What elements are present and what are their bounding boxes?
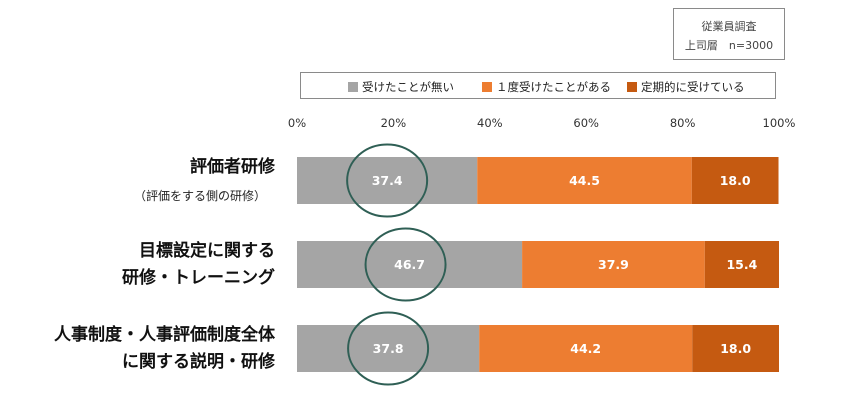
x-tick-label: 80%	[670, 116, 696, 130]
data-label: 37.9	[598, 257, 629, 272]
x-tick-label: 100%	[763, 116, 796, 130]
x-tick-label: 40%	[477, 116, 503, 130]
highlight-circle	[347, 311, 430, 386]
survey-info-box: 従業員調査 上司層 n=3000	[673, 8, 785, 60]
data-label: 15.4	[726, 257, 757, 272]
survey-title: 従業員調査	[701, 20, 757, 33]
legend-item-once: １度受けたことがある	[482, 79, 611, 95]
bar-segment	[477, 157, 692, 204]
bar-segment	[479, 325, 693, 372]
bar-segment	[692, 325, 779, 372]
bar-segment	[522, 241, 705, 288]
x-tick-label: 20%	[381, 116, 407, 130]
legend-label: 受けたことが無い	[362, 80, 454, 94]
highlight-circle	[346, 143, 429, 218]
category-label: 目標設定に関する	[139, 240, 275, 261]
bar-segment	[297, 241, 523, 288]
data-label: 37.8	[373, 341, 404, 356]
legend-item-none: 受けたことが無い	[348, 79, 454, 95]
chart-legend: 受けたことが無い １度受けたことがある 定期的に受けている	[300, 72, 776, 99]
category-label: 人事制度・人事評価制度全体	[54, 324, 276, 345]
category-sublabel: （評価をする側の研修）	[134, 188, 266, 203]
highlight-circle	[364, 227, 447, 302]
bar-segment	[691, 157, 779, 204]
x-tick-label: 0%	[288, 116, 306, 130]
survey-sample: 上司層 n=3000	[684, 39, 774, 52]
legend-label: １度受けたことがある	[496, 80, 611, 94]
data-label: 46.7	[394, 257, 425, 272]
bar-segment	[297, 157, 478, 204]
data-label: 18.0	[720, 173, 751, 188]
bar-segment	[704, 241, 779, 288]
bar-segment	[297, 325, 480, 372]
data-label: 44.5	[569, 173, 600, 188]
legend-swatch	[627, 82, 637, 92]
legend-item-regular: 定期的に受けている	[627, 79, 745, 95]
legend-swatch	[348, 82, 358, 92]
data-label: 37.4	[372, 173, 403, 188]
legend-swatch	[482, 82, 492, 92]
category-label: 評価者研修	[190, 156, 276, 177]
category-label: 研修・トレーニング	[122, 267, 275, 288]
data-label: 44.2	[570, 341, 601, 356]
x-tick-label: 60%	[573, 116, 599, 130]
data-label: 18.0	[720, 341, 751, 356]
category-label: に関する説明・研修	[122, 351, 276, 372]
legend-label: 定期的に受けている	[641, 80, 745, 94]
